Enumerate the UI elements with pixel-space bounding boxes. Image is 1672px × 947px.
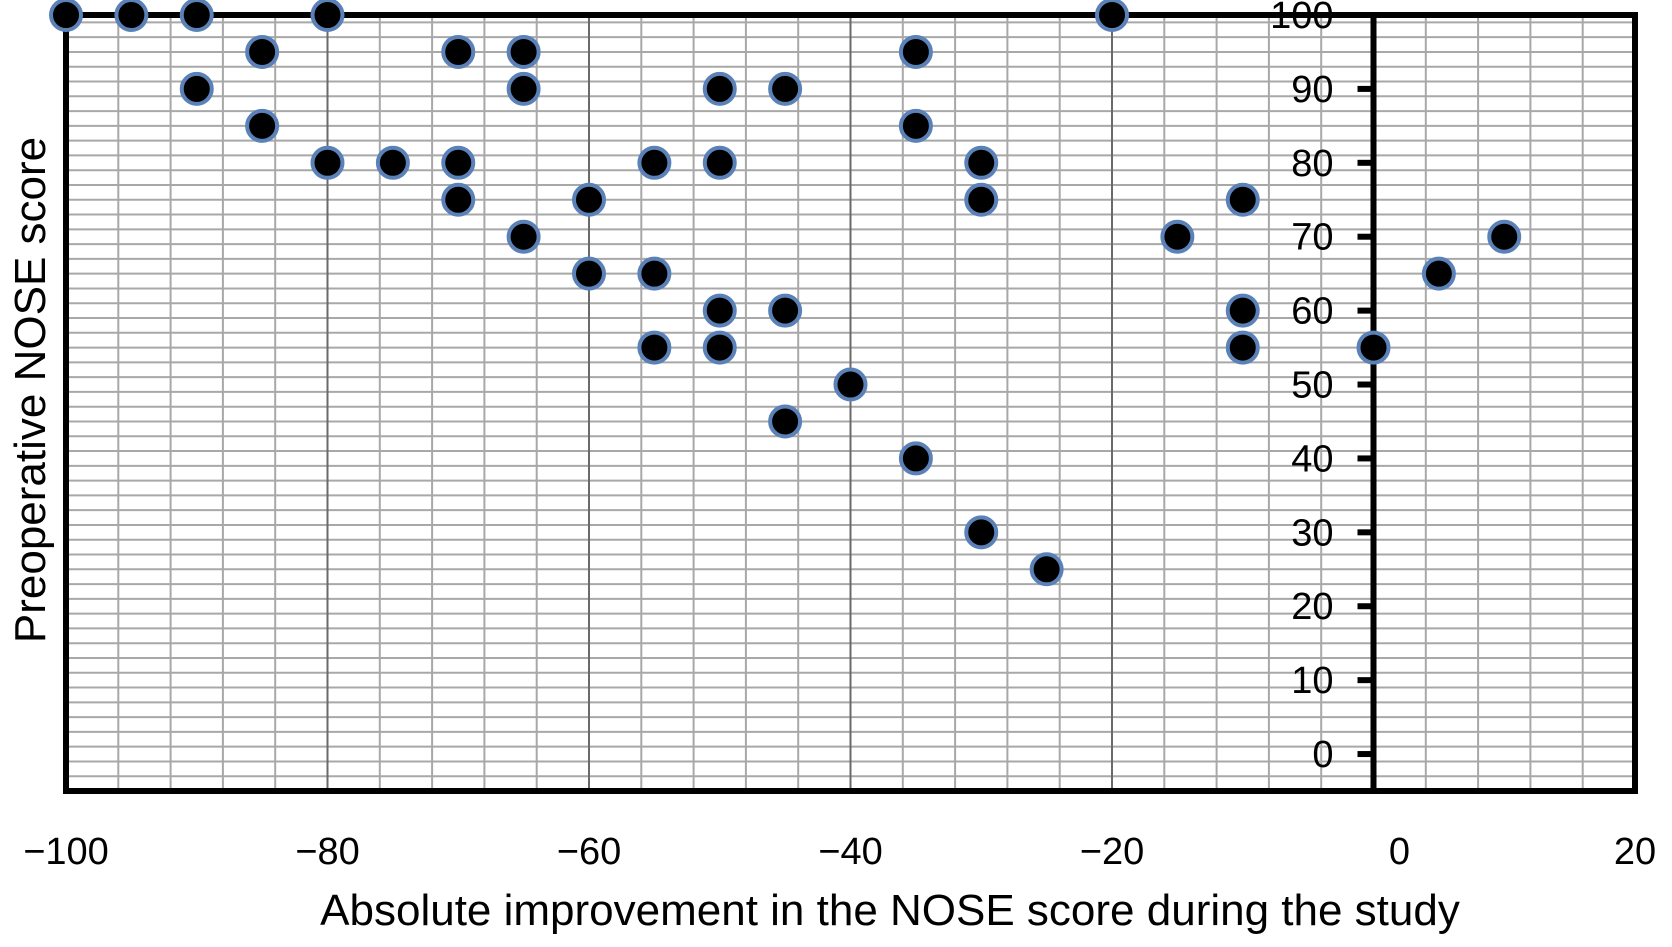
- data-point: [833, 367, 868, 402]
- data-point: [637, 256, 672, 291]
- data-point: [441, 145, 476, 180]
- y-axis-title: Preoperative NOSE score: [6, 137, 55, 643]
- data-point: [1225, 330, 1260, 365]
- y-tick-label: 0: [1312, 734, 1333, 776]
- y-tick-label: 80: [1291, 143, 1333, 185]
- data-point: [506, 71, 541, 106]
- data-point: [964, 182, 999, 217]
- y-tick-label: 90: [1291, 69, 1333, 111]
- data-point: [572, 256, 606, 291]
- x-tick-label: −20: [1080, 831, 1144, 873]
- x-axis-title: Absolute improvement in the NOSE score d…: [320, 886, 1460, 935]
- y-tick-label: 10: [1291, 660, 1333, 702]
- data-point: [441, 182, 476, 217]
- data-point: [1225, 182, 1260, 217]
- data-point: [310, 0, 345, 32]
- data-point: [441, 34, 476, 69]
- data-point: [375, 145, 410, 180]
- data-point: [964, 515, 999, 550]
- data-point: [768, 293, 803, 328]
- y-tick-label: 50: [1291, 365, 1333, 407]
- data-point: [506, 219, 541, 254]
- data-point: [637, 330, 672, 365]
- data-point: [702, 71, 737, 106]
- data-point: [1160, 219, 1195, 254]
- data-point: [179, 0, 214, 32]
- x-tick-label: −80: [295, 831, 359, 873]
- data-point: [702, 330, 737, 365]
- data-point: [898, 108, 933, 143]
- x-tick-label: −60: [557, 831, 621, 873]
- data-point: [1421, 256, 1456, 291]
- data-point: [310, 145, 345, 180]
- y-axis-tick-labels: 0 10 20 30 40 50 60 70 80 90 100: [1270, 0, 1333, 776]
- data-point: [1225, 293, 1260, 328]
- data-point: [1029, 552, 1064, 587]
- data-point: [702, 145, 737, 180]
- y-axis: [1357, 12, 1377, 791]
- data-points: [49, 0, 1522, 587]
- x-axis-tick-labels: −100 −80 −60 −40 −20 0 20: [23, 831, 1656, 873]
- data-point: [1356, 330, 1391, 365]
- y-tick-label: 60: [1291, 291, 1333, 333]
- data-point: [898, 34, 933, 69]
- data-point: [1095, 0, 1129, 32]
- x-tick-label: 20: [1614, 831, 1656, 873]
- data-point: [768, 404, 803, 439]
- plot-border: [63, 12, 1638, 794]
- data-point: [114, 0, 149, 32]
- data-point: [898, 441, 933, 476]
- data-point: [768, 71, 803, 106]
- data-point: [964, 145, 999, 180]
- y-tick-label: 20: [1291, 586, 1333, 628]
- data-point: [572, 182, 606, 217]
- y-tick-label: 40: [1291, 438, 1333, 480]
- data-point: [702, 293, 737, 328]
- data-point: [1487, 219, 1522, 254]
- data-point: [179, 71, 214, 106]
- x-tick-label: 0: [1389, 831, 1410, 873]
- major-gridlines: [65, 15, 1636, 791]
- data-point: [637, 145, 672, 180]
- y-tick-label: 100: [1270, 0, 1333, 37]
- data-point: [49, 0, 83, 32]
- plot-frame: [63, 12, 1638, 794]
- y-tick-label: 30: [1291, 512, 1333, 554]
- data-point: [245, 108, 280, 143]
- data-point: [506, 34, 541, 69]
- data-point: [245, 34, 280, 69]
- x-tick-label: −100: [23, 831, 109, 873]
- y-tick-label: 70: [1291, 217, 1333, 259]
- x-tick-label: −40: [818, 831, 882, 873]
